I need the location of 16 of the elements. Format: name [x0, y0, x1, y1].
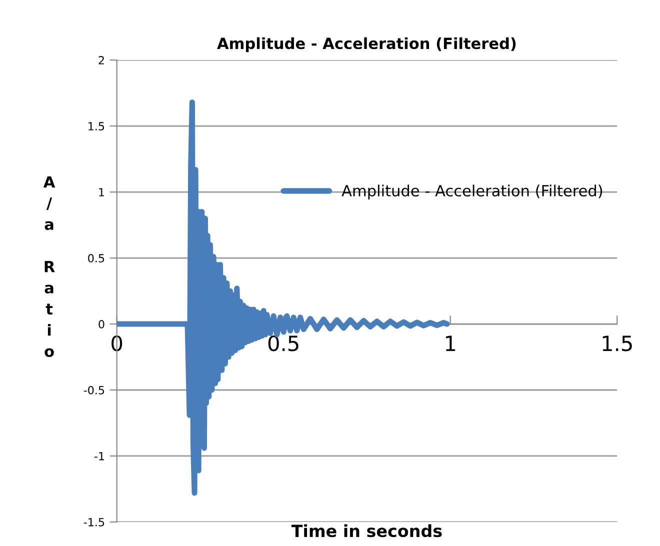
y-tick-label: 0.5	[88, 254, 104, 262]
x-tick-label: 0	[112, 335, 122, 352]
y-tick-label: 1	[99, 188, 104, 196]
y-tick-label: -0.5	[84, 386, 104, 394]
y-tick-label: 0	[98, 320, 104, 328]
x-tick-label: 1.5	[602, 336, 632, 352]
text: A/a Ratio	[43, 176, 56, 358]
y-tick-label: -1	[94, 452, 104, 460]
y-tick-label: -1.5	[84, 518, 104, 526]
x-tick-label: 0.5	[268, 335, 298, 352]
x-axis-title: Time in seconds	[291, 524, 442, 538]
chart-title: Amplitude - Acceleration (Filtered)	[217, 37, 516, 52]
y-tick-label: 1.5	[88, 122, 104, 130]
y-tick-label: 2	[98, 56, 104, 64]
x-tick-label: 1	[446, 336, 456, 351]
legend-label: Amplitude - Acceleration (Filtered)	[342, 184, 602, 200]
